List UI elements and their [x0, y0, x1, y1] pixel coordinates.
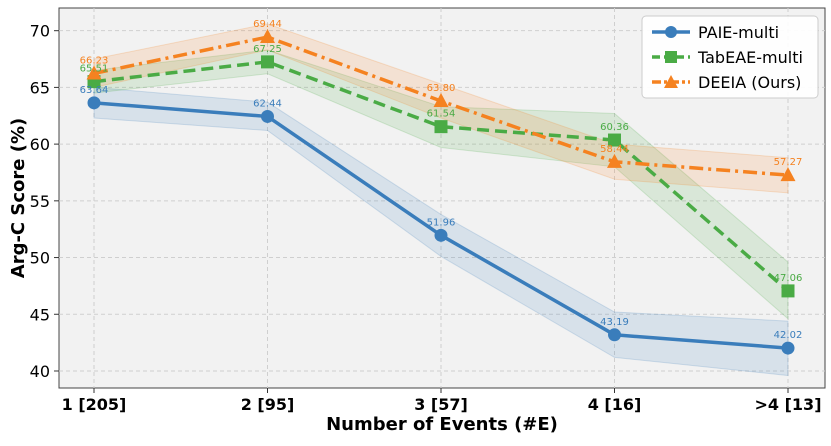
- x-tick-label: 1 [205]: [62, 395, 127, 414]
- legend-label-deeia-ours: DEEIA (Ours): [698, 73, 801, 92]
- deeia-ours-data-label: 69.44: [253, 19, 282, 30]
- paie-multi-point: [608, 328, 621, 342]
- y-tick-label: 45: [30, 305, 50, 324]
- paie-multi-point: [781, 341, 795, 355]
- tabeae-multi-data-label: 60.36: [600, 122, 629, 133]
- x-tick-label: >4 [13]: [755, 395, 822, 414]
- y-tick-label: 50: [30, 249, 50, 268]
- legend: PAIE-multi TabEAE-multi DEEIA (Ours): [641, 15, 819, 99]
- x-tick-label: 2 [95]: [241, 395, 295, 414]
- legend-marker-tabeae-multi: [665, 51, 677, 63]
- x-axis-title: Number of Events (#E): [326, 414, 558, 435]
- tabeae-multi-data-label: 67.25: [253, 44, 282, 55]
- deeia-ours-data-label: 58.44: [600, 144, 629, 155]
- paie-multi-point: [434, 228, 448, 242]
- y-axis-title: Arg-C Score (%): [8, 118, 29, 278]
- tabeae-multi-line: [93, 60, 790, 293]
- deeia-ours-data-label: 63.80: [427, 83, 456, 94]
- legend-label-paie-multi: PAIE-multi: [698, 23, 779, 42]
- deeia-ours-point: [780, 167, 796, 182]
- paie-multi-data-label: 42.02: [774, 330, 803, 341]
- y-tick-label: 70: [30, 22, 50, 41]
- tabeae-multi-data-label: 61.54: [427, 109, 456, 120]
- tabeae-multi-point: [261, 55, 274, 69]
- tabeae-multi-data-label: 47.06: [774, 273, 803, 284]
- deeia-ours-data-label: 66.23: [80, 55, 109, 66]
- tabeae-multi-band: [93, 49, 789, 320]
- paie-multi-point: [87, 96, 101, 110]
- deeia-ours-data-label: 57.27: [774, 157, 803, 168]
- y-tick-label: 65: [30, 78, 50, 97]
- legend-marker-paie-multi: [665, 26, 677, 38]
- paie-multi-data-label: 63.64: [80, 85, 109, 96]
- y-tick-label: 60: [30, 135, 50, 154]
- deeia-ours-point: [260, 29, 275, 44]
- deeia-ours-point: [607, 153, 622, 168]
- paie-multi-data-label: 43.19: [600, 317, 629, 328]
- x-tick-label: 4 [16]: [588, 395, 642, 414]
- paie-multi-data-label: 51.96: [427, 217, 456, 228]
- deeia-ours-point: [86, 65, 102, 80]
- y-tick-label: 40: [30, 362, 50, 381]
- legend-marker-deeia-ours: [664, 75, 678, 88]
- y-tick-label: 55: [30, 192, 50, 211]
- tabeae-multi-point: [434, 120, 448, 134]
- paie-multi-point: [261, 109, 274, 123]
- legend-box: [641, 15, 819, 99]
- deeia-ours-point: [433, 93, 449, 108]
- tabeae-multi-data-label: 65.51: [80, 64, 109, 75]
- deeia-ours-band: [93, 23, 789, 194]
- x-tick-label: 3 [57]: [414, 395, 468, 414]
- paie-multi-data-label: 62.44: [253, 98, 282, 109]
- legend-label-tabeae-multi: TabEAE-multi: [697, 48, 803, 67]
- tabeae-multi-point: [781, 284, 795, 298]
- tabeae-multi-point: [608, 133, 621, 147]
